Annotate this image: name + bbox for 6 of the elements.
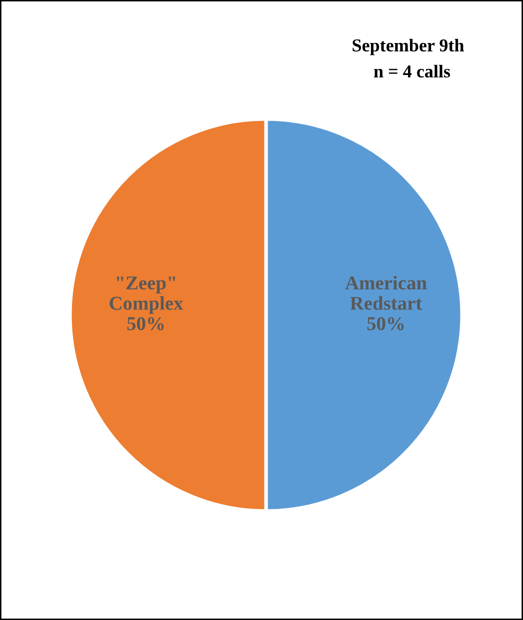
data-label: 50% xyxy=(127,317,164,330)
chart-title: September 9th xyxy=(352,38,464,56)
slice-label: American Redstart xyxy=(345,276,427,310)
data-label: 50% xyxy=(367,317,404,330)
slice-label: "Zeep" Complex xyxy=(110,276,184,314)
chart-subtitle: n = 4 calls xyxy=(374,64,450,78)
